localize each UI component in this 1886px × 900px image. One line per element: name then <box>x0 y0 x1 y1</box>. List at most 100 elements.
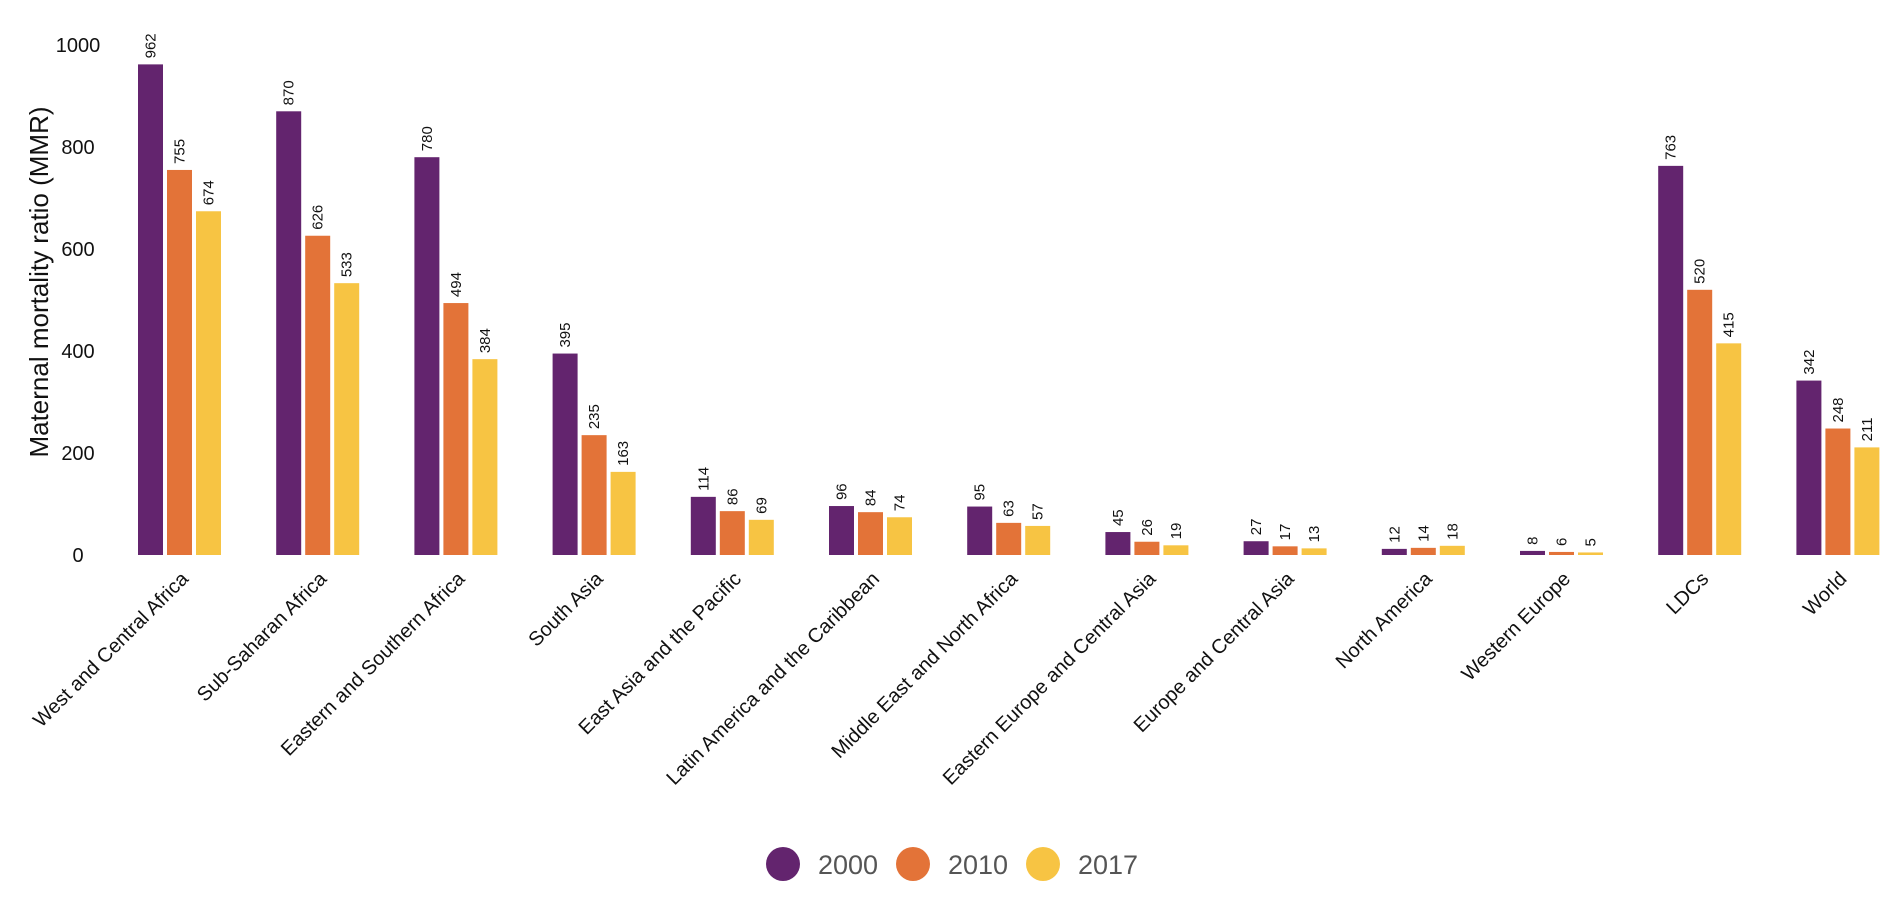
legend-swatch <box>1026 847 1060 881</box>
data-label: 626 <box>310 205 327 230</box>
legend-swatch <box>766 847 800 881</box>
bar <box>1301 548 1327 555</box>
data-label: 520 <box>1692 259 1709 284</box>
bar <box>1025 525 1051 555</box>
data-label: 533 <box>339 252 356 277</box>
bar <box>1410 547 1436 555</box>
category-label: West and Central Africa <box>29 567 193 731</box>
bar <box>1163 545 1189 555</box>
bar <box>414 157 440 555</box>
data-label: 14 <box>1415 525 1432 542</box>
data-label: 13 <box>1306 526 1323 543</box>
bar <box>1854 447 1880 555</box>
data-label: 96 <box>834 483 851 500</box>
data-label: 384 <box>477 328 494 353</box>
bar <box>443 303 469 555</box>
data-label: 248 <box>1830 397 1847 422</box>
bar <box>829 506 854 555</box>
bar <box>1381 548 1407 555</box>
category-label: LDCs <box>1662 568 1713 619</box>
bar <box>138 64 163 555</box>
bar <box>858 512 883 555</box>
data-label: 86 <box>724 488 741 505</box>
bar <box>1520 550 1545 555</box>
data-label: 27 <box>1248 519 1265 536</box>
y-tick-label: 200 <box>61 443 94 465</box>
data-label: 12 <box>1386 526 1403 543</box>
category-labels: West and Central Africa Sub-Saharan Afric… <box>29 567 1851 789</box>
data-label: 211 <box>1859 417 1876 441</box>
data-label: 674 <box>201 180 218 205</box>
category-label: Sub-Saharan Africa <box>193 567 332 706</box>
y-tick-label: 1000 <box>56 35 101 57</box>
data-label: 763 <box>1663 135 1680 160</box>
bar <box>334 283 360 555</box>
bar <box>748 519 774 555</box>
bar <box>1658 165 1684 555</box>
bar <box>996 522 1022 555</box>
bars <box>138 64 1880 556</box>
legend-label: 2010 <box>948 850 1008 880</box>
category-label: East Asia and the Pacific <box>575 568 746 739</box>
bar <box>1439 545 1465 555</box>
bar <box>1272 546 1298 555</box>
bar <box>719 511 745 555</box>
y-tick-label: 0 <box>72 545 83 567</box>
y-axis: 0 200 400 600 800 1000 <box>56 35 101 567</box>
bar <box>887 517 912 555</box>
bar <box>196 211 221 555</box>
data-label: 69 <box>753 497 770 514</box>
bar <box>581 435 607 555</box>
data-label: 63 <box>1001 500 1018 517</box>
category-label: North America <box>1332 567 1438 673</box>
data-label: 74 <box>892 495 909 512</box>
data-label: 17 <box>1277 524 1294 541</box>
data-label: 45 <box>1110 509 1127 526</box>
data-label: 962 <box>143 33 160 58</box>
legend-label: 2000 <box>818 850 878 880</box>
bar <box>1578 552 1603 555</box>
data-label: 235 <box>586 404 603 429</box>
bar <box>1796 380 1822 555</box>
y-tick-label: 400 <box>61 341 94 363</box>
bar <box>305 235 331 556</box>
data-label: 163 <box>615 441 632 466</box>
data-label: 57 <box>1030 503 1047 520</box>
legend: 2000 2010 2017 <box>766 847 1138 881</box>
data-label: 8 <box>1525 537 1542 545</box>
legend-swatch <box>896 847 930 881</box>
bar <box>276 111 302 556</box>
bar <box>472 359 498 555</box>
data-label: 114 <box>695 467 712 491</box>
data-label: 415 <box>1721 312 1738 337</box>
bar <box>167 169 192 555</box>
bar <box>1687 289 1713 555</box>
category-label: Eastern Europe and Central Asia <box>939 567 1161 789</box>
data-label: 95 <box>972 484 989 501</box>
data-label: 494 <box>448 272 465 297</box>
category-label: Western Europe <box>1458 568 1575 685</box>
bar <box>1243 541 1269 555</box>
data-label: 870 <box>281 80 298 105</box>
data-label: 755 <box>172 139 189 164</box>
bar <box>552 353 578 555</box>
data-label: 26 <box>1139 519 1156 536</box>
bar <box>610 471 636 555</box>
data-label: 395 <box>557 323 574 348</box>
y-tick-label: 600 <box>61 239 94 261</box>
bar <box>1825 428 1851 555</box>
data-label: 18 <box>1444 523 1461 540</box>
data-label: 84 <box>863 489 880 506</box>
bar <box>1716 343 1742 555</box>
bar <box>690 496 716 555</box>
category-label: South Asia <box>524 567 608 651</box>
legend-label: 2017 <box>1078 850 1138 880</box>
data-label: 6 <box>1554 538 1571 546</box>
bar <box>1549 551 1574 555</box>
category-label: Europe and Central Asia <box>1130 567 1299 736</box>
data-label: 342 <box>1801 350 1818 375</box>
y-axis-title: Maternal mortality ratio (MMR) <box>24 106 54 457</box>
data-label: 780 <box>419 126 436 151</box>
